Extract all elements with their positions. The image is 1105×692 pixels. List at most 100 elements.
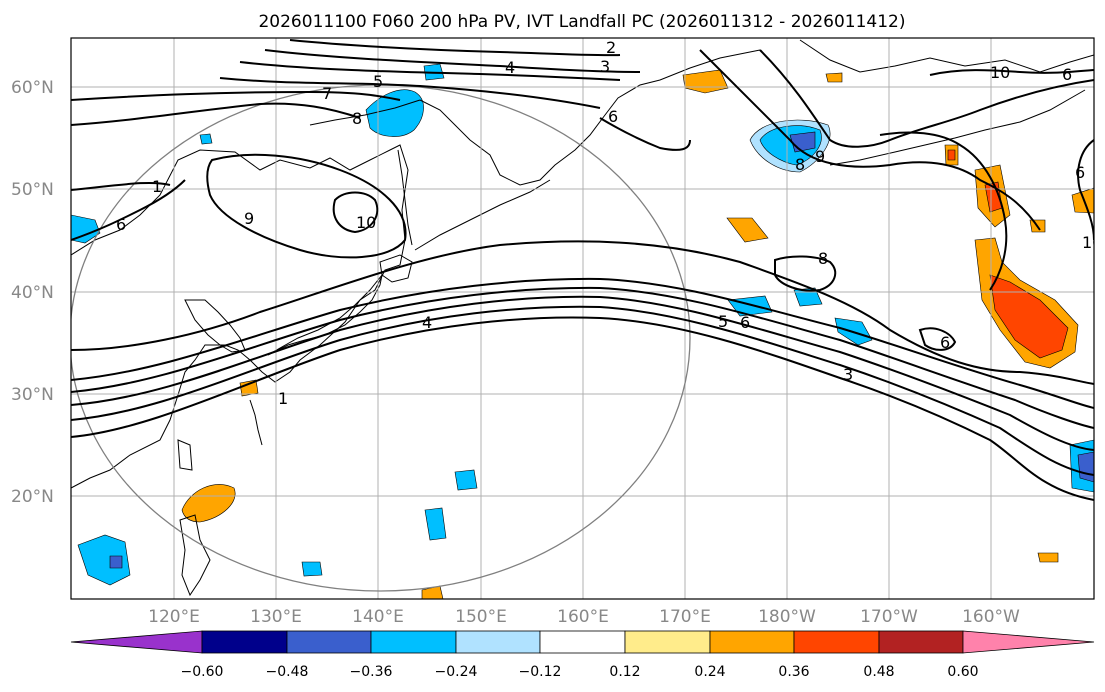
shade-orange-se (1037, 552, 1059, 563)
shade-blue-southwest (77, 534, 131, 586)
colorbar-tick-label: 0.36 (778, 664, 809, 680)
lat-label: 20°N (11, 487, 54, 507)
contour-small-east (918, 327, 957, 351)
contour-label: 10 (356, 213, 376, 232)
contour-mid-loop (879, 131, 1008, 291)
shade-orange-mid (726, 217, 769, 243)
shade-blue-kamchatka-north (365, 89, 424, 137)
lon-label: 120°E (148, 607, 200, 627)
contour-bering-6 (699, 49, 1041, 231)
shade-blue-s1 (454, 469, 478, 491)
coast-ryukyu (249, 399, 263, 446)
coastlines (71, 39, 1094, 597)
contour-label: 9 (244, 209, 254, 228)
contour-jet-4 (71, 286, 1094, 429)
lon-labels: 120°E 130°E 140°E 150°E 160°E 170°E 180°… (148, 607, 1020, 627)
colorbar-tick-label: −0.12 (519, 664, 562, 680)
lat-label: 40°N (11, 283, 54, 303)
coast-alaska (799, 39, 1094, 73)
colorbar-extend-left (70, 630, 203, 654)
contour-label: 8 (818, 249, 828, 268)
map-title: 2026011100 F060 200 hPa PV, IVT Landfall… (258, 12, 905, 32)
contour-label: 3 (600, 57, 610, 76)
lat-labels: 60°N 50°N 40°N 30°N 20°N (11, 78, 54, 507)
shade-blue-southwest-core (109, 555, 123, 569)
gridlines (71, 38, 1094, 599)
contour-label: 5 (373, 72, 383, 91)
contour-north-3 (264, 49, 641, 73)
colorbar-segment (709, 630, 795, 654)
contour-jet-6 (71, 240, 1094, 385)
map-frame (70, 37, 1095, 600)
contour-west-7 (71, 90, 401, 101)
colorbar-tick-label: 0.48 (863, 664, 894, 680)
contour-north-5 (219, 77, 601, 109)
colorbar-extend-right (962, 630, 1095, 654)
contour-label: 8 (352, 109, 362, 128)
contour-east-10 (929, 69, 1094, 76)
colorbar-segment (793, 630, 880, 654)
colorbar-segment (370, 630, 457, 654)
colorbar-ticks: −0.60 −0.48 −0.36 −0.24 −0.12 0.12 0.24 … (181, 664, 979, 680)
shade-blue-s3 (301, 561, 323, 577)
lat-label: 30°N (11, 385, 54, 405)
contour-jet-5 (71, 277, 1094, 409)
shade-blue-small2 (199, 133, 213, 145)
contour-label: 6 (608, 107, 618, 126)
coast-asia-mainland (71, 144, 409, 489)
contour-jet-2 (71, 305, 1094, 476)
contour-label: 6 (1062, 65, 1072, 84)
pv-contours (71, 39, 1094, 501)
shade-orange-w2 (181, 484, 236, 523)
contour-label: 1 (152, 177, 162, 196)
contour-label: 9 (815, 147, 825, 166)
shaded-areas (71, 63, 1094, 599)
contour-label-group: 2 3 4 5 7 8 6 6 10 9 10 9 8 8 6 1 4 5 6 … (116, 38, 1102, 408)
colorbar-tick-label: 0.12 (609, 664, 640, 680)
contour-label: 4 (422, 313, 432, 332)
lon-label: 170°W (860, 607, 918, 627)
coast-japan-hokkaido (379, 254, 413, 283)
contour-east-9 (1077, 139, 1094, 241)
shade-red-east2 (947, 149, 956, 161)
contour-label: 6 (940, 333, 950, 352)
lon-label: 160°E (557, 607, 609, 627)
contour-west-6 (71, 179, 186, 241)
lat-label: 50°N (11, 180, 54, 200)
contour-north-4 (239, 61, 621, 81)
colorbar-segment (624, 630, 711, 654)
colorbar-tick-label: −0.48 (266, 664, 309, 680)
colorbar-segment (878, 630, 964, 654)
contour-jet-1 (71, 316, 1094, 501)
contour-label: 6 (1075, 163, 1085, 182)
contour-north-6 (599, 117, 691, 151)
coast-sakhalin (397, 149, 413, 246)
coast-kamchatka (419, 49, 761, 186)
lon-label: 140°E (352, 607, 404, 627)
lon-label: 150°E (455, 607, 507, 627)
colorbar-tick-label: 0.60 (947, 664, 978, 680)
contour-label: 6 (116, 215, 126, 234)
shade-blue-s2 (424, 507, 447, 541)
shade-orange-small-n (825, 72, 843, 83)
contour-label: 3 (843, 365, 853, 384)
coast-aleutians (829, 89, 1086, 166)
colorbar (70, 630, 1095, 654)
coast-okhotsk (309, 99, 421, 126)
contour-west-8 (71, 102, 361, 126)
colorbar-segment (286, 630, 372, 654)
lon-label: 170°E (659, 607, 711, 627)
colorbar-segment (539, 630, 626, 654)
shade-orange-w1 (239, 379, 259, 397)
coast-philippines (179, 514, 211, 597)
contour-label: 8 (795, 155, 805, 174)
map-area: 2 3 4 5 7 8 6 6 10 9 10 9 8 8 6 1 4 5 6 … (70, 37, 1102, 600)
colorbar-segment (455, 630, 541, 654)
contour-loop-10 (332, 191, 379, 234)
contour-label: 10 (1082, 233, 1102, 252)
contour-mid-8 (774, 255, 837, 292)
colorbar-tick-label: 0.24 (694, 664, 725, 680)
contour-label: 7 (322, 84, 332, 103)
contour-label: 6 (740, 313, 750, 332)
colorbar-tick-label: −0.60 (181, 664, 224, 680)
